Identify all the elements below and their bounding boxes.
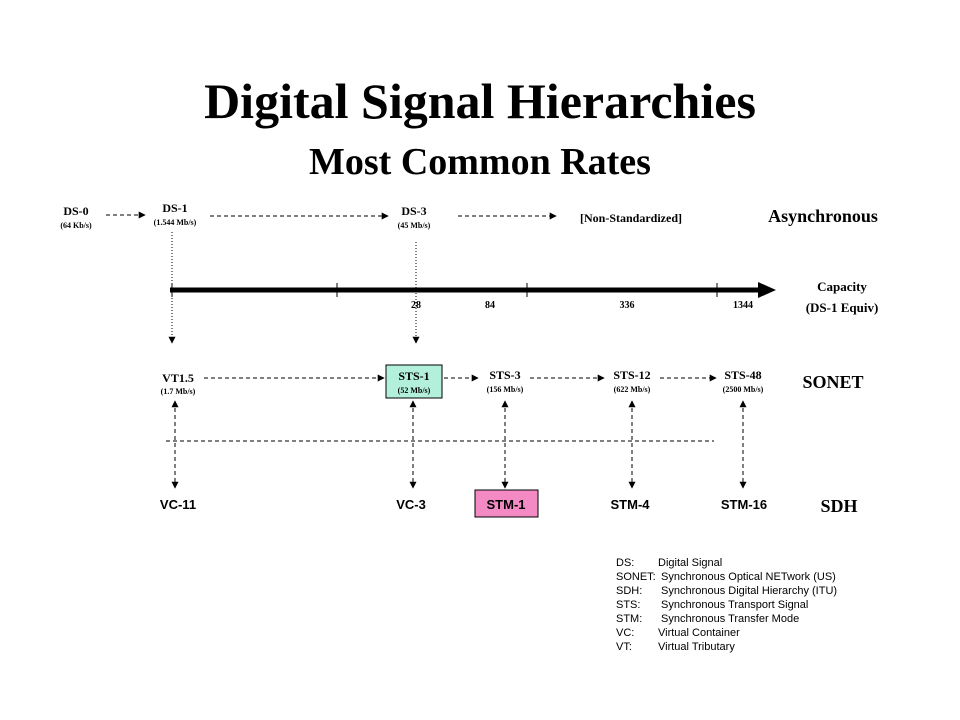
node-sts12: STS-12 (622 Mb/s) — [613, 368, 650, 394]
node-ds3-rate: (45 Mb/s) — [398, 221, 431, 230]
node-stm1: STM-1 — [474, 489, 539, 518]
group-label-sonet: SONET — [802, 372, 863, 392]
capacity-tick-label: 84 — [485, 300, 495, 311]
node-vc3: VC-3 — [396, 497, 426, 512]
page-title: Digital Signal Hierarchies — [204, 73, 756, 129]
capacity-tick-label: 336 — [620, 300, 635, 311]
legend-abbr: SONET: — [616, 571, 656, 583]
node-ds1-rate: (1.544 Mb/s) — [154, 218, 197, 227]
legend: DS: Digital Signal SONET: Synchronous Op… — [616, 557, 837, 653]
node-sts12-rate: (622 Mb/s) — [614, 385, 651, 394]
node-sts48: STS-48 (2500 Mb/s) — [723, 368, 764, 394]
legend-abbr: VT: — [616, 641, 632, 653]
node-ds0: DS-0 (64 Kb/s) — [60, 204, 92, 230]
node-sts48-rate: (2500 Mb/s) — [723, 385, 764, 394]
node-vt15-rate: (1.7 Mb/s) — [161, 387, 196, 396]
group-label-sdh: SDH — [820, 496, 857, 516]
legend-desc: Virtual Container — [658, 627, 740, 639]
node-ds1-name: DS-1 — [162, 201, 187, 215]
node-sts3-rate: (156 Mb/s) — [487, 385, 524, 394]
node-stm1-name: STM-1 — [487, 497, 526, 512]
legend-desc: Synchronous Optical NETwork (US) — [661, 571, 836, 583]
node-sts1-rate: (52 Mb/s) — [398, 386, 431, 395]
group-label-asynchronous: Asynchronous — [768, 206, 878, 226]
legend-abbr: SDH: — [616, 585, 642, 597]
node-ds1: DS-1 (1.544 Mb/s) — [154, 201, 197, 227]
node-ds3-name: DS-3 — [401, 204, 426, 218]
node-sts3: STS-3 (156 Mb/s) — [487, 368, 524, 394]
capacity-axis: 28 84 336 1344 Capacity (DS-1 Equiv) — [170, 279, 878, 315]
node-vt15-name: VT1.5 — [162, 371, 194, 385]
node-ds0-name: DS-0 — [63, 204, 88, 218]
legend-desc: Virtual Tributary — [658, 641, 735, 653]
node-sts1-name: STS-1 — [398, 369, 429, 383]
node-vt15: VT1.5 (1.7 Mb/s) — [161, 371, 196, 396]
capacity-axis-arrowhead — [758, 282, 776, 298]
legend-desc: Synchronous Digital Hierarchy (ITU) — [661, 585, 837, 597]
legend-abbr: STS: — [616, 599, 640, 611]
page-subtitle: Most Common Rates — [309, 141, 651, 183]
node-ds3: DS-3 (45 Mb/s) — [398, 204, 431, 230]
node-non-standardized: [Non-Standardized] — [580, 211, 682, 225]
capacity-tick-label: 1344 — [733, 300, 753, 311]
node-vc11: VC-11 — [160, 497, 196, 512]
legend-abbr: STM: — [616, 613, 642, 625]
node-ds0-rate: (64 Kb/s) — [60, 221, 92, 230]
legend-abbr: VC: — [616, 627, 634, 639]
node-sts12-name: STS-12 — [613, 368, 650, 382]
node-stm1-box — [474, 489, 539, 518]
node-sts1-box — [385, 364, 443, 399]
node-stm4: STM-4 — [611, 497, 651, 512]
capacity-axis-label: Capacity — [817, 279, 867, 294]
legend-desc: Synchronous Transfer Mode — [661, 613, 799, 625]
legend-desc: Synchronous Transport Signal — [661, 599, 808, 611]
node-sts48-name: STS-48 — [724, 368, 761, 382]
capacity-axis-label-unit: (DS-1 Equiv) — [806, 300, 879, 315]
node-sts1: STS-1 (52 Mb/s) — [385, 364, 443, 399]
node-stm16: STM-16 — [721, 497, 767, 512]
legend-desc: Digital Signal — [658, 557, 722, 569]
node-sts3-name: STS-3 — [489, 368, 520, 382]
legend-abbr: DS: — [616, 557, 634, 569]
